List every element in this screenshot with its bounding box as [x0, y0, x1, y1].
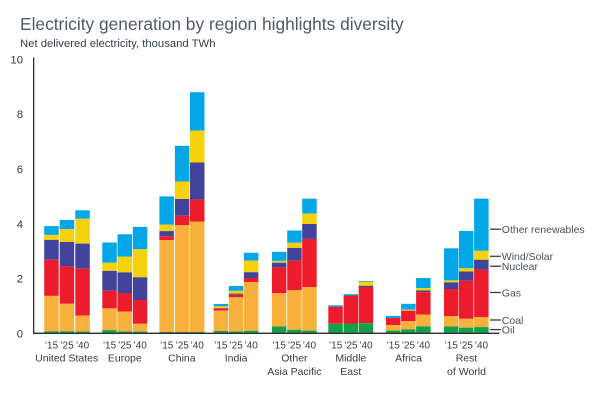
svg-text:’25: ’25	[118, 340, 132, 351]
svg-text:Asia Pacific: Asia Pacific	[267, 366, 321, 378]
svg-text:6: 6	[17, 164, 23, 176]
svg-text:’25: ’25	[402, 340, 416, 351]
svg-text:Gas: Gas	[502, 287, 521, 299]
svg-text:Nuclear: Nuclear	[502, 261, 539, 273]
svg-text:’25: ’25	[460, 340, 474, 351]
svg-text:Other renewables: Other renewables	[502, 224, 585, 236]
svg-text:’40: ’40	[359, 340, 373, 351]
svg-text:Middle: Middle	[335, 352, 366, 364]
svg-text:’25: ’25	[60, 340, 74, 351]
svg-text:4: 4	[17, 219, 23, 231]
svg-text:Wind/Solar: Wind/Solar	[502, 251, 554, 263]
svg-text:’15: ’15	[387, 340, 401, 351]
svg-text:’40: ’40	[475, 340, 489, 351]
svg-text:’40: ’40	[417, 340, 431, 351]
svg-text:Oil: Oil	[502, 325, 515, 337]
svg-text:Africa: Africa	[395, 352, 422, 364]
svg-text:’15: ’15	[103, 340, 117, 351]
svg-text:Electricity generation by regi: Electricity generation by region highlig…	[20, 14, 404, 34]
svg-text:’40: ’40	[245, 340, 259, 351]
svg-text:’15: ’15	[160, 340, 174, 351]
svg-text:Rest: Rest	[456, 352, 478, 364]
svg-text:East: East	[340, 366, 361, 378]
svg-text:10: 10	[10, 55, 23, 67]
svg-text:’40: ’40	[303, 340, 317, 351]
svg-text:’40: ’40	[191, 340, 205, 351]
svg-text:’40: ’40	[76, 340, 90, 351]
svg-text:Coal: Coal	[502, 315, 524, 327]
svg-text:Net delivered electricity, tho: Net delivered electricity, thousand TWh	[20, 38, 215, 50]
svg-text:United States: United States	[35, 352, 98, 364]
svg-text:’25: ’25	[344, 340, 358, 351]
svg-text:Europe: Europe	[108, 352, 142, 364]
svg-text:’15: ’15	[214, 340, 228, 351]
svg-text:’25: ’25	[229, 340, 243, 351]
svg-text:’15: ’15	[45, 340, 59, 351]
svg-text:2: 2	[17, 274, 23, 286]
svg-text:’15: ’15	[329, 340, 343, 351]
svg-text:’15: ’15	[445, 340, 459, 351]
svg-text:’25: ’25	[176, 340, 190, 351]
svg-text:’40: ’40	[133, 340, 147, 351]
svg-text:of World: of World	[447, 366, 486, 378]
svg-text:’25: ’25	[288, 340, 302, 351]
svg-text:Other: Other	[281, 352, 308, 364]
svg-text:India: India	[225, 352, 248, 364]
svg-text:China: China	[168, 352, 196, 364]
svg-text:0: 0	[17, 328, 23, 340]
svg-text:8: 8	[17, 109, 23, 121]
svg-text:’15: ’15	[272, 340, 286, 351]
